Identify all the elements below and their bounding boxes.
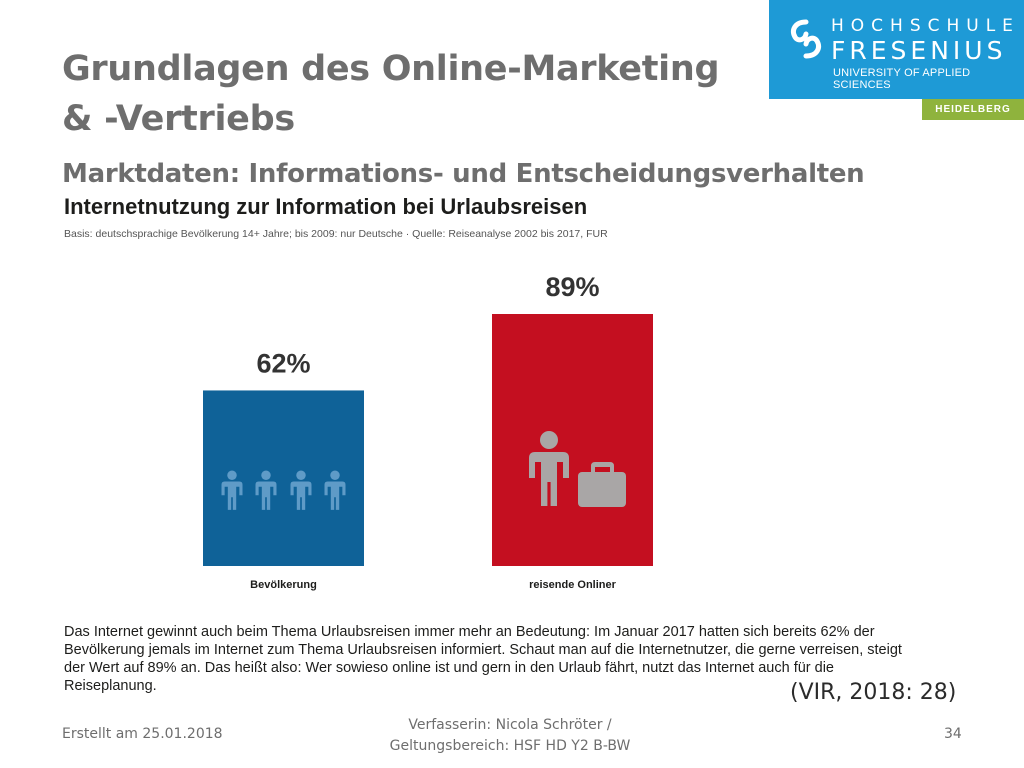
slide-title: Grundlagen des Online-Marketing & -Vertr…: [62, 44, 720, 144]
person-icon-3: [290, 470, 312, 510]
traveler-icon: [529, 431, 569, 506]
person-icon-1: [221, 470, 243, 510]
footer-author: Verfasserin: Nicola Schröter / Geltungsb…: [340, 715, 680, 757]
university-logo: HOCHSCHULE FRESENIUS UNIVERSITY OF APPLI…: [769, 0, 1024, 99]
campus-badge: HEIDELBERG: [922, 99, 1024, 120]
chart-description: Das Internet gewinnt auch beim Thema Url…: [64, 624, 902, 694]
footer-author-line2: Geltungsbereich: HSF HD Y2 B-BW: [389, 738, 631, 754]
source-citation: (VIR, 2018: 28): [790, 680, 957, 705]
logo-text-fresenius: FRESENIUS: [831, 36, 1007, 65]
footer-page-number: 34: [944, 726, 962, 742]
data-label-1: 62%: [256, 348, 310, 378]
bar-2: [492, 314, 653, 566]
person-icon-4: [324, 470, 346, 510]
logo-text-tagline: UNIVERSITY OF APPLIED SCIENCES: [833, 67, 971, 91]
slide-title-line2: & -Vertriebs: [62, 99, 295, 139]
data-label-2: 89%: [545, 272, 599, 302]
category-label-2: reisende Onliner: [529, 579, 617, 591]
chart-source-note: Basis: deutschsprachige Bevölkerung 14+ …: [64, 228, 608, 240]
slide-title-line1: Grundlagen des Online-Marketing: [62, 49, 720, 89]
footer-created-date: Erstellt am 25.01.2018: [62, 726, 223, 742]
slide-subtitle: Marktdaten: Informations- und Entscheidu…: [62, 159, 865, 189]
logo-text-hochschule: HOCHSCHULE: [831, 16, 1020, 36]
bar-1: [203, 390, 364, 566]
person-icon-2: [255, 470, 277, 510]
footer-author-line1: Verfasserin: Nicola Schröter /: [408, 717, 612, 733]
category-label-1: Bevölkerung: [250, 579, 317, 591]
suitcase-icon: [578, 462, 626, 507]
fresenius-swirl-icon: [791, 19, 821, 59]
chart-title: Internetnutzung zur Information bei Urla…: [64, 194, 588, 219]
